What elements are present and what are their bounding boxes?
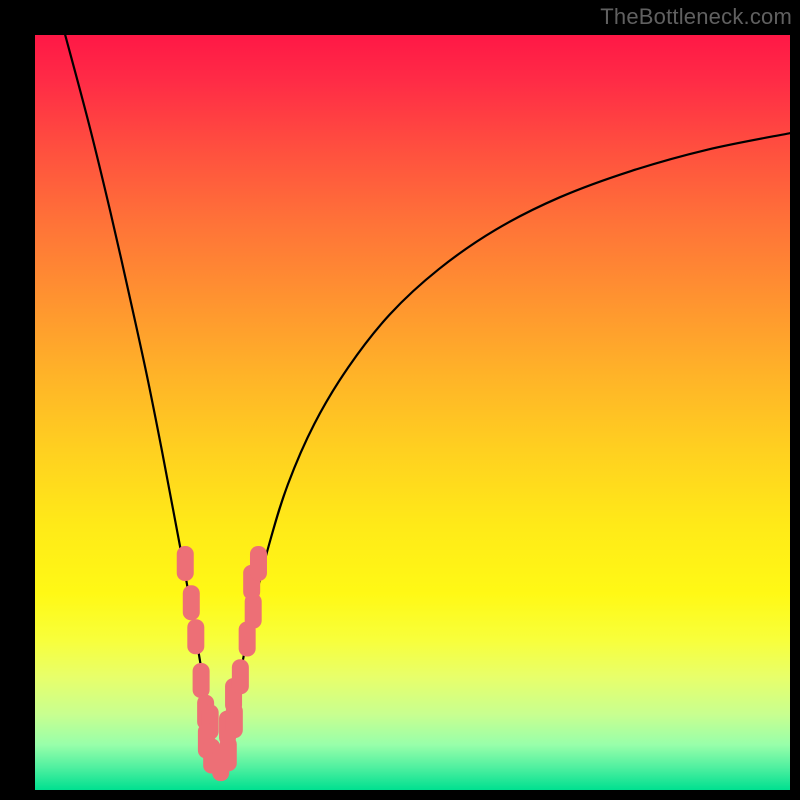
plot-svg: [35, 35, 790, 790]
plot-area: [35, 35, 790, 790]
chart-frame: TheBottleneck.com: [0, 0, 800, 800]
marker-pill: [183, 585, 200, 620]
marker-pill: [187, 619, 204, 654]
marker-pill: [193, 663, 210, 698]
marker-pill: [232, 659, 249, 694]
gradient-background: [35, 35, 790, 790]
marker-pill: [250, 546, 267, 581]
watermark-text: TheBottleneck.com: [600, 4, 792, 30]
marker-pill: [177, 546, 194, 581]
